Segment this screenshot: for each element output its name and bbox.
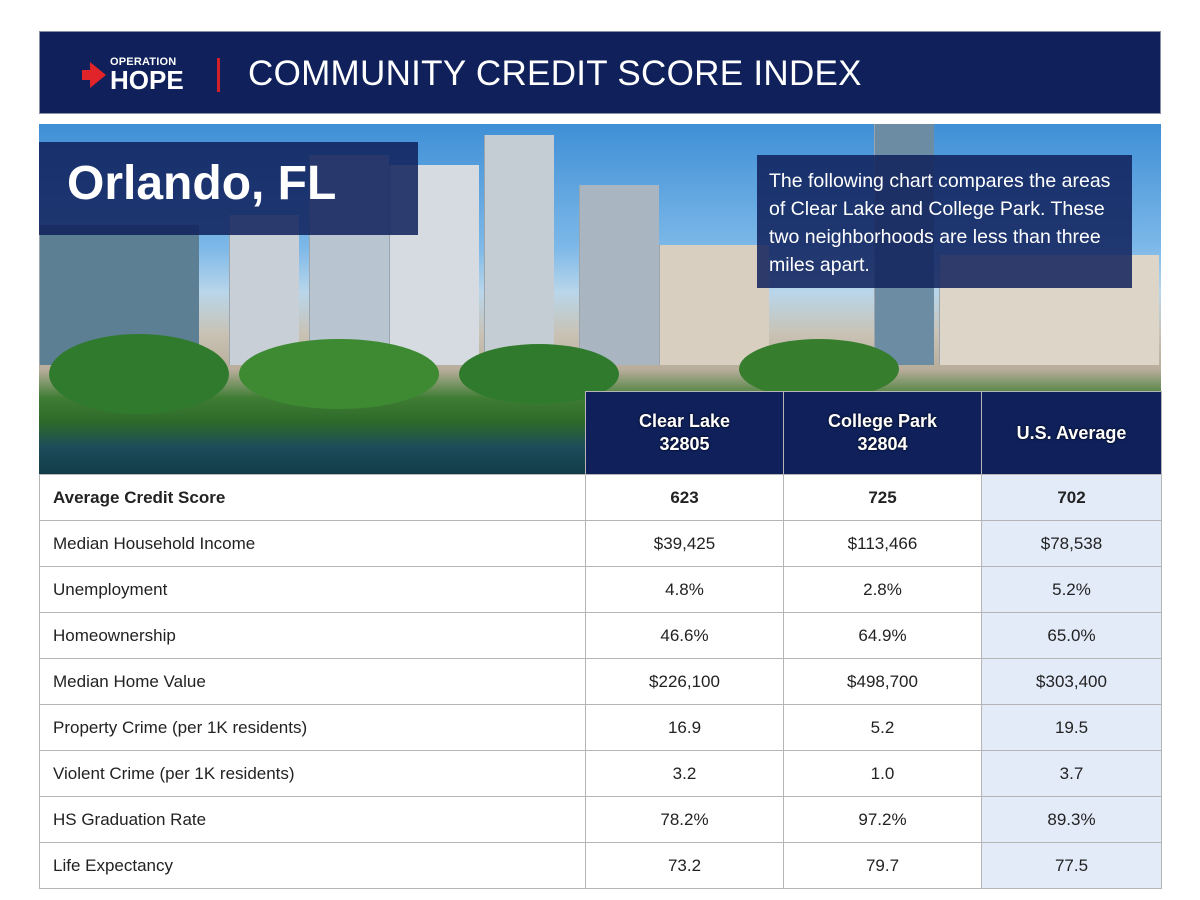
clear-lake-value: 4.8% (585, 566, 784, 613)
city-name: Orlando, FL (67, 157, 337, 210)
clear-lake-value: 623 (585, 474, 784, 521)
us-average-value: 19.5 (981, 704, 1162, 751)
table-row: Median Home Value $226,100 $498,700 $303,40… (39, 658, 1162, 705)
column-header-college-park: College Park 32804 (783, 391, 982, 475)
table-row: Life Expectancy 73.2 79.7 77.5 (39, 842, 1162, 889)
header-divider (217, 58, 220, 92)
college-park-value: 64.9% (783, 612, 982, 659)
us-average-value: 89.3% (981, 796, 1162, 843)
us-average-value: $303,400 (981, 658, 1162, 705)
clear-lake-value: 73.2 (585, 842, 784, 889)
table-row: Property Crime (per 1K residents) 16.9 5.2… (39, 704, 1162, 751)
us-average-value: 77.5 (981, 842, 1162, 889)
row-label: Unemployment (39, 566, 586, 613)
clear-lake-value: 78.2% (585, 796, 784, 843)
us-average-value: 65.0% (981, 612, 1162, 659)
row-label: Violent Crime (per 1K residents) (39, 750, 586, 797)
college-park-value: 1.0 (783, 750, 982, 797)
us-average-value: $78,538 (981, 520, 1162, 567)
row-label: Median Home Value (39, 658, 586, 705)
table-row: Unemployment 4.8% 2.8% 5.2% (39, 566, 1162, 613)
row-label: Property Crime (per 1K residents) (39, 704, 586, 751)
row-label: Average Credit Score (39, 474, 586, 521)
row-label: Median Household Income (39, 520, 586, 567)
comparison-table: Clear Lake 32805 College Park 32804 U.S. A… (39, 391, 1162, 889)
header-banner: OPERATION HOPE COMMUNITY CREDIT SCORE IN… (39, 31, 1161, 114)
empty-header (39, 391, 586, 475)
arrow-icon (82, 62, 106, 88)
clear-lake-value: 16.9 (585, 704, 784, 751)
table-header-row: Clear Lake 32805 College Park 32804 U.S. A… (39, 391, 1162, 475)
table-row: Violent Crime (per 1K residents) 3.2 1.0 3.… (39, 750, 1162, 797)
logo-top-text: OPERATION (110, 56, 177, 68)
clear-lake-value: 46.6% (585, 612, 784, 659)
description-box: The following chart compares the areas o… (757, 155, 1132, 288)
clear-lake-value: $226,100 (585, 658, 784, 705)
college-park-value: 2.8% (783, 566, 982, 613)
page-title: COMMUNITY CREDIT SCORE INDEX (248, 54, 862, 93)
clear-lake-value: $39,425 (585, 520, 784, 567)
college-park-value: 725 (783, 474, 982, 521)
row-label: HS Graduation Rate (39, 796, 586, 843)
college-park-value: 97.2% (783, 796, 982, 843)
column-header-clear-lake: Clear Lake 32805 (585, 391, 784, 475)
college-park-value: $498,700 (783, 658, 982, 705)
column-header-us-average: U.S. Average (981, 391, 1162, 475)
row-label: Life Expectancy (39, 842, 586, 889)
clear-lake-value: 3.2 (585, 750, 784, 797)
table-row: Homeownership 46.6% 64.9% 65.0% (39, 612, 1162, 659)
college-park-value: 5.2 (783, 704, 982, 751)
us-average-value: 3.7 (981, 750, 1162, 797)
logo-bottom-text: HOPE (110, 65, 184, 95)
college-park-value: $113,466 (783, 520, 982, 567)
college-park-value: 79.7 (783, 842, 982, 889)
table-row: Average Credit Score 623 725 702 (39, 474, 1162, 521)
us-average-value: 5.2% (981, 566, 1162, 613)
city-label-box: Orlando, FL (39, 142, 418, 235)
row-label: Homeownership (39, 612, 586, 659)
us-average-value: 702 (981, 474, 1162, 521)
operation-hope-logo: OPERATION HOPE (82, 56, 192, 94)
table-row: Median Household Income $39,425 $113,466 $7… (39, 520, 1162, 567)
table-row: HS Graduation Rate 78.2% 97.2% 89.3% (39, 796, 1162, 843)
